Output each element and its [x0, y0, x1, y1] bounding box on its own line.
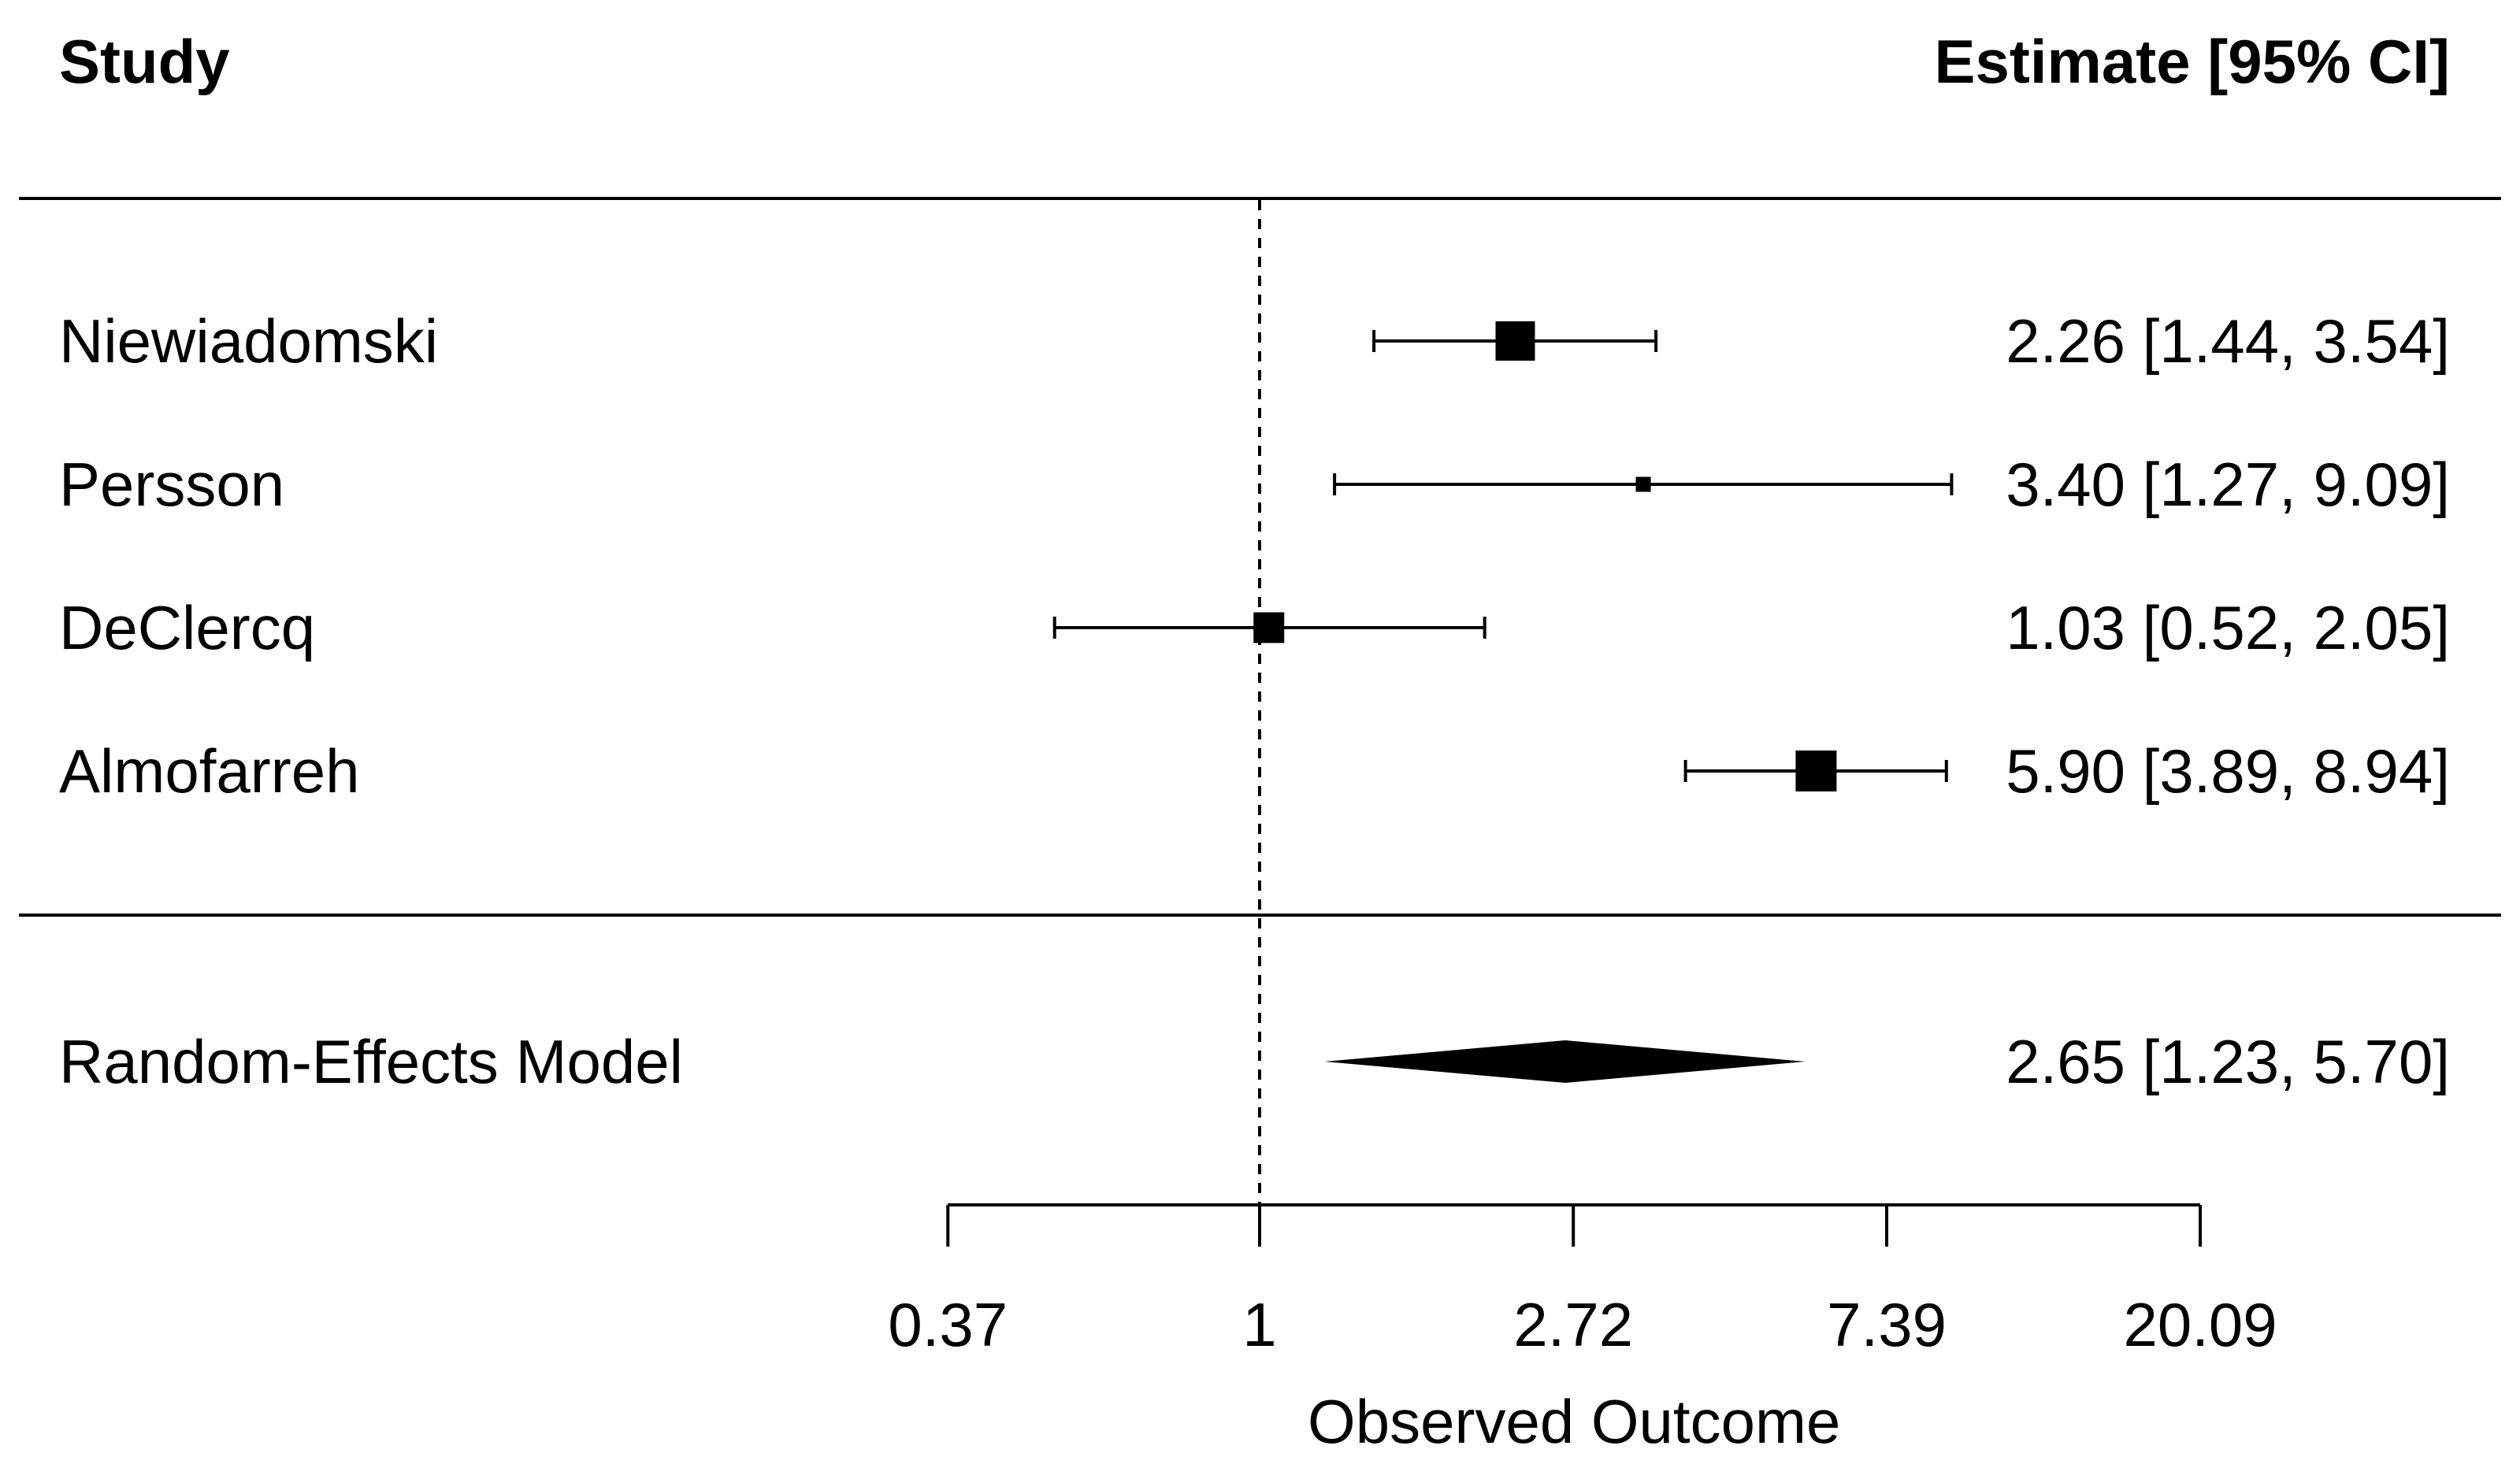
x-axis-tick-label: 2.72	[1513, 1290, 1634, 1359]
estimate-value: 3.40 [1.27, 9.09]	[2006, 450, 2450, 519]
estimate-square	[1253, 612, 1285, 643]
summary-label: Random-Effects Model	[59, 1027, 683, 1096]
x-axis-tick-label: 0.37	[888, 1290, 1008, 1359]
estimate-value: 2.26 [1.44, 3.54]	[2006, 306, 2450, 376]
estimate-value: 1.03 [0.52, 2.05]	[2006, 593, 2450, 662]
estimate-square	[1635, 476, 1651, 492]
x-axis-tick-label: 20.09	[2123, 1290, 2277, 1359]
summary-estimate-value: 2.65 [1.23, 5.70]	[2006, 1027, 2450, 1096]
estimate-column-header: Estimate [95% CI]	[1934, 27, 2450, 96]
x-axis-tick-label: 1	[1242, 1290, 1277, 1359]
study-column-header: Study	[59, 27, 230, 96]
study-label: Niewiadomski	[59, 306, 439, 376]
study-label: Persson	[59, 450, 285, 519]
summary-diamond	[1324, 1040, 1806, 1083]
x-axis-title: Observed Outcome	[1308, 1387, 1841, 1456]
estimate-value: 5.90 [3.89, 8.94]	[2006, 736, 2450, 806]
estimate-square	[1495, 321, 1535, 361]
x-axis-tick-label: 7.39	[1827, 1290, 1947, 1359]
study-label: DeClercq	[59, 593, 316, 662]
study-label: Almofarreh	[59, 736, 360, 806]
estimate-square	[1795, 751, 1837, 791]
